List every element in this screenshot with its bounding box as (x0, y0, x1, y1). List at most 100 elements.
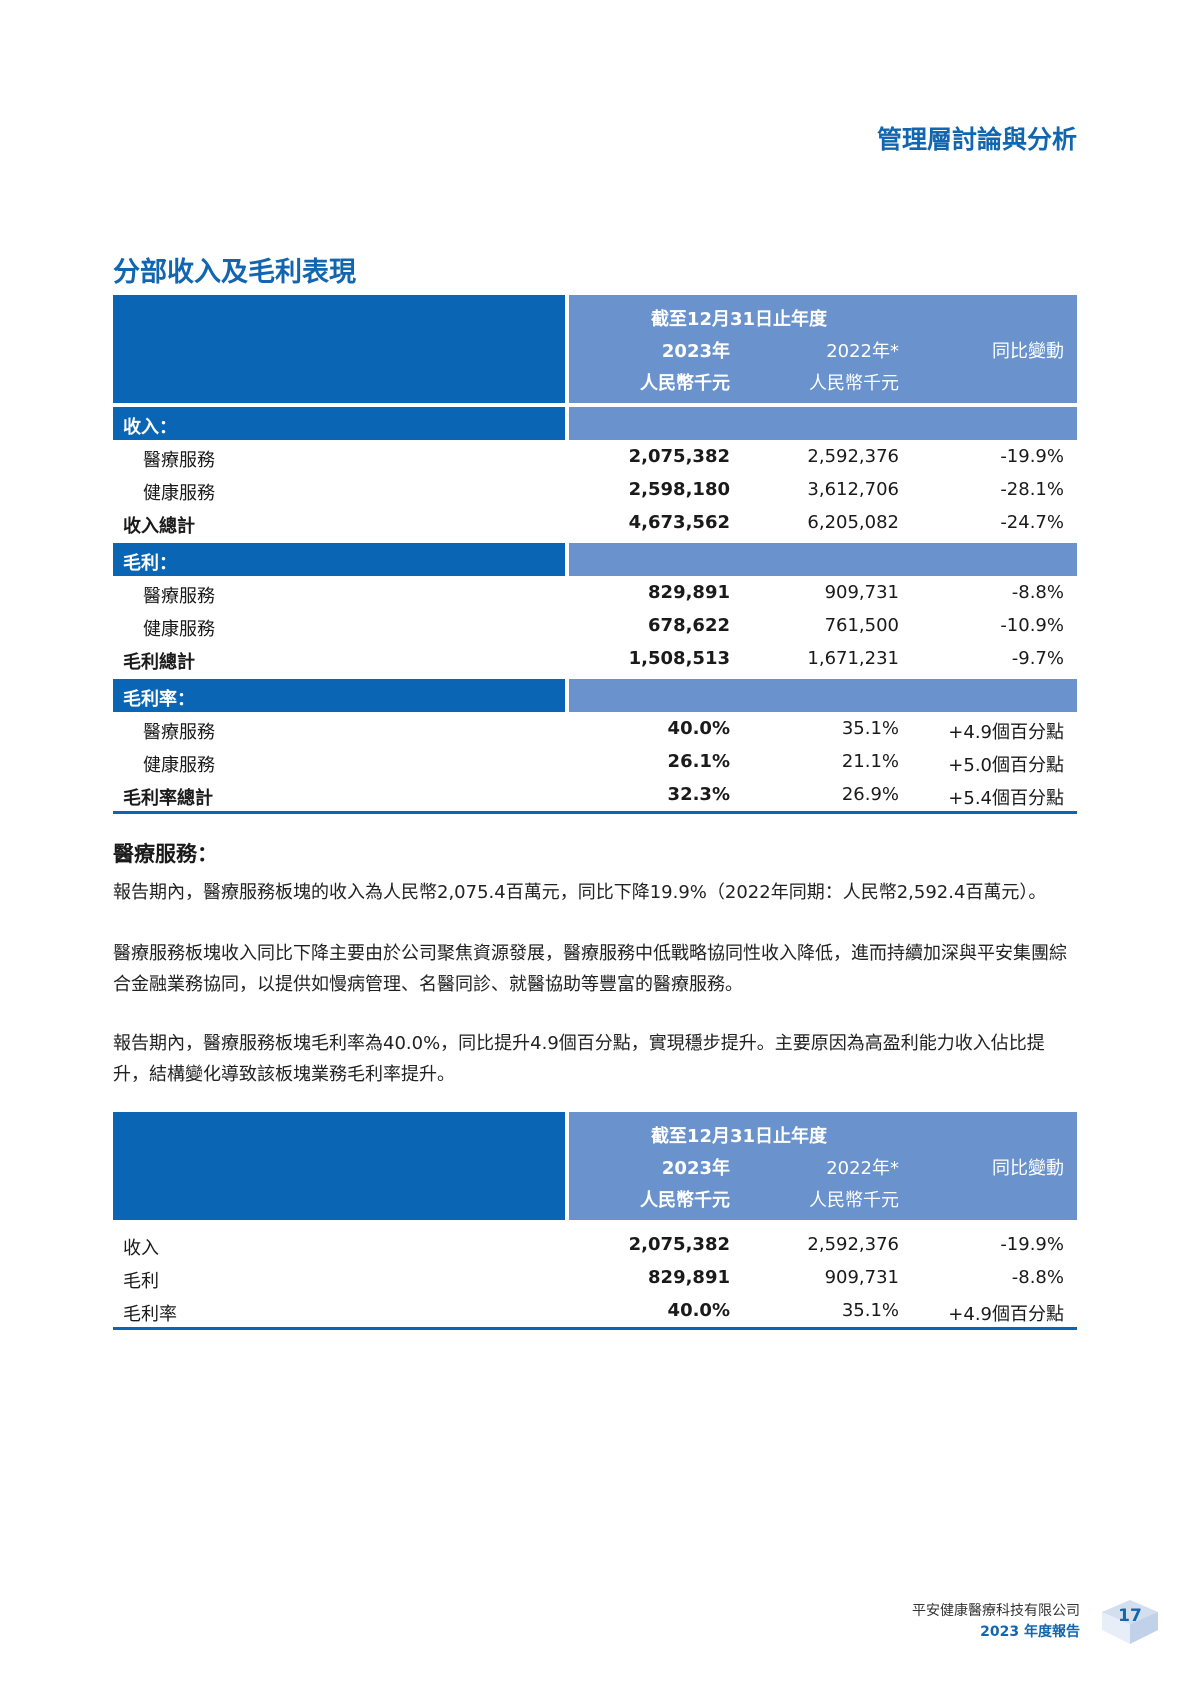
value-2023: 2,075,382 (628, 1234, 730, 1255)
row-label: 醫療服務 (143, 450, 215, 471)
table-header: 截至12月31日止年度 2023年 人民幣千元 2022年* 人民幣千元 同比變… (113, 295, 1077, 403)
value-2022: 26.9% (841, 784, 899, 805)
band-gross-margin-left: 毛利率： (113, 679, 565, 712)
value-change: -10.9% (1000, 615, 1064, 636)
col-2023-unit: 人民幣千元 (640, 1190, 730, 1211)
value-change: -8.8% (1011, 1267, 1064, 1288)
medical-services-heading: 醫療服務： (113, 842, 218, 866)
table-header-left-block (113, 1112, 565, 1220)
value-change: +4.9個百分點 (948, 722, 1064, 743)
value-2023: 1,508,513 (628, 648, 730, 669)
row-label: 毛利總計 (123, 652, 195, 673)
row-label: 收入 (123, 1238, 159, 1259)
band-gross-margin: 毛利率： (113, 679, 1077, 712)
value-change: +4.9個百分點 (948, 1304, 1064, 1325)
row-label: 毛利 (123, 1271, 159, 1292)
band-gross-profit-right (569, 543, 1077, 576)
value-2022: 761,500 (824, 615, 899, 636)
value-2022: 2,592,376 (807, 446, 899, 467)
table-row-total: 毛利總計 1,508,513 1,671,231 -9.7% (113, 642, 1077, 675)
value-2023: 40.0% (667, 1300, 730, 1321)
band-revenue: 收入： (113, 407, 1077, 440)
band-revenue-label: 收入： (123, 417, 177, 438)
value-2022: 909,731 (824, 1267, 899, 1288)
row-label: 健康服務 (143, 483, 215, 504)
page-number-badge: 17 (1100, 1598, 1160, 1646)
value-2022: 35.1% (841, 1300, 899, 1321)
band-gross-profit-label: 毛利： (123, 553, 177, 574)
col-2023-year: 2023年 (661, 341, 730, 362)
value-2022: 35.1% (841, 718, 899, 739)
table-row: 醫療服務 2,075,382 2,592,376 -19.9% (113, 440, 1077, 473)
value-2022: 6,205,082 (807, 512, 899, 533)
page-header-title: 管理層討論與分析 (876, 125, 1077, 154)
table-row: 健康服務 2,598,180 3,612,706 -28.1% (113, 473, 1077, 506)
value-2023: 32.3% (667, 784, 730, 805)
band-gross-profit-left: 毛利： (113, 543, 565, 576)
value-change: +5.0個百分點 (948, 755, 1064, 776)
col-change: 同比變動 (992, 1158, 1064, 1179)
value-change: +5.4個百分點 (948, 788, 1064, 809)
period-heading: 截至12月31日止年度 (650, 309, 828, 330)
segment-table: 截至12月31日止年度 2023年 人民幣千元 2022年* 人民幣千元 同比變… (113, 295, 1077, 814)
table-bottom-rule (113, 811, 1077, 814)
col-2022-unit: 人民幣千元 (809, 373, 899, 394)
value-2023: 2,075,382 (628, 446, 730, 467)
value-2023: 678,622 (648, 615, 730, 636)
table-header-right-block: 截至12月31日止年度 2023年 人民幣千元 2022年* 人民幣千元 同比變… (569, 1112, 1077, 1220)
value-2023: 26.1% (667, 751, 730, 772)
col-2022-year: 2022年* (826, 341, 899, 362)
table-row: 醫療服務 829,891 909,731 -8.8% (113, 576, 1077, 609)
col-2023-unit: 人民幣千元 (640, 373, 730, 394)
value-2023: 2,598,180 (628, 479, 730, 500)
footer-company-name: 平安健康醫療科技有限公司 (912, 1603, 1080, 1619)
section-title: 分部收入及毛利表現 (113, 257, 356, 288)
paragraph-3: 報告期內，醫療服務板塊毛利率為40.0%，同比提升4.9個百分點，實現穩步提升。… (113, 1033, 1045, 1085)
table-row: 健康服務 678,622 761,500 -10.9% (113, 609, 1077, 642)
col-2023-year: 2023年 (661, 1158, 730, 1179)
paragraph-2: 醫療服務板塊收入同比下降主要由於公司聚焦資源發展，醫療服務中低戰略協同性收入降低… (113, 943, 1067, 995)
value-2022: 1,671,231 (807, 648, 899, 669)
band-revenue-left: 收入： (113, 407, 565, 440)
period-heading: 截至12月31日止年度 (650, 1126, 828, 1147)
table-row: 毛利 829,891 909,731 -8.8% (113, 1261, 1077, 1294)
row-label: 醫療服務 (143, 586, 215, 607)
table-row: 毛利率 40.0% 35.1% +4.9個百分點 (113, 1294, 1077, 1327)
value-2022: 3,612,706 (807, 479, 899, 500)
value-2022: 21.1% (841, 751, 899, 772)
value-change: -19.9% (1000, 1234, 1064, 1255)
value-2023: 829,891 (648, 582, 730, 603)
value-change: -28.1% (1000, 479, 1064, 500)
col-2022-unit: 人民幣千元 (809, 1190, 899, 1211)
row-label: 收入總計 (123, 516, 195, 537)
table-row-total: 毛利率總計 32.3% 26.9% +5.4個百分點 (113, 778, 1077, 811)
col-change: 同比變動 (992, 341, 1064, 362)
value-2022: 2,592,376 (807, 1234, 899, 1255)
value-2023: 4,673,562 (628, 512, 730, 533)
page-number-cube-icon (1102, 1600, 1158, 1644)
row-label: 毛利率總計 (123, 788, 213, 809)
band-gross-margin-label: 毛利率： (123, 689, 195, 710)
footer-report-title: 2023 年度報告 (980, 1624, 1080, 1640)
value-2023: 829,891 (648, 1267, 730, 1288)
row-label: 健康服務 (143, 619, 215, 640)
band-gross-profit: 毛利： (113, 543, 1077, 576)
band-gross-margin-right (569, 679, 1077, 712)
table-row: 收入 2,075,382 2,592,376 -19.9% (113, 1228, 1077, 1261)
table-row: 健康服務 26.1% 21.1% +5.0個百分點 (113, 745, 1077, 778)
row-label: 醫療服務 (143, 722, 215, 743)
value-change: -8.8% (1011, 582, 1064, 603)
col-2022-year: 2022年* (826, 1158, 899, 1179)
table-row-total: 收入總計 4,673,562 6,205,082 -24.7% (113, 506, 1077, 539)
row-label: 毛利率 (123, 1304, 177, 1325)
value-change: -9.7% (1011, 648, 1064, 669)
table-header: 截至12月31日止年度 2023年 人民幣千元 2022年* 人民幣千元 同比變… (113, 1112, 1077, 1220)
table-header-right-block: 截至12月31日止年度 2023年 人民幣千元 2022年* 人民幣千元 同比變… (569, 295, 1077, 403)
value-2023: 40.0% (667, 718, 730, 739)
table-bottom-rule (113, 1327, 1077, 1330)
row-label: 健康服務 (143, 755, 215, 776)
medical-services-table: 截至12月31日止年度 2023年 人民幣千元 2022年* 人民幣千元 同比變… (113, 1112, 1077, 1330)
paragraph-1: 報告期內，醫療服務板塊的收入為人民幣2,075.4百萬元，同比下降19.9%（2… (113, 882, 1047, 903)
table-header-left-block (113, 295, 565, 403)
page-number: 17 (1118, 1606, 1142, 1626)
